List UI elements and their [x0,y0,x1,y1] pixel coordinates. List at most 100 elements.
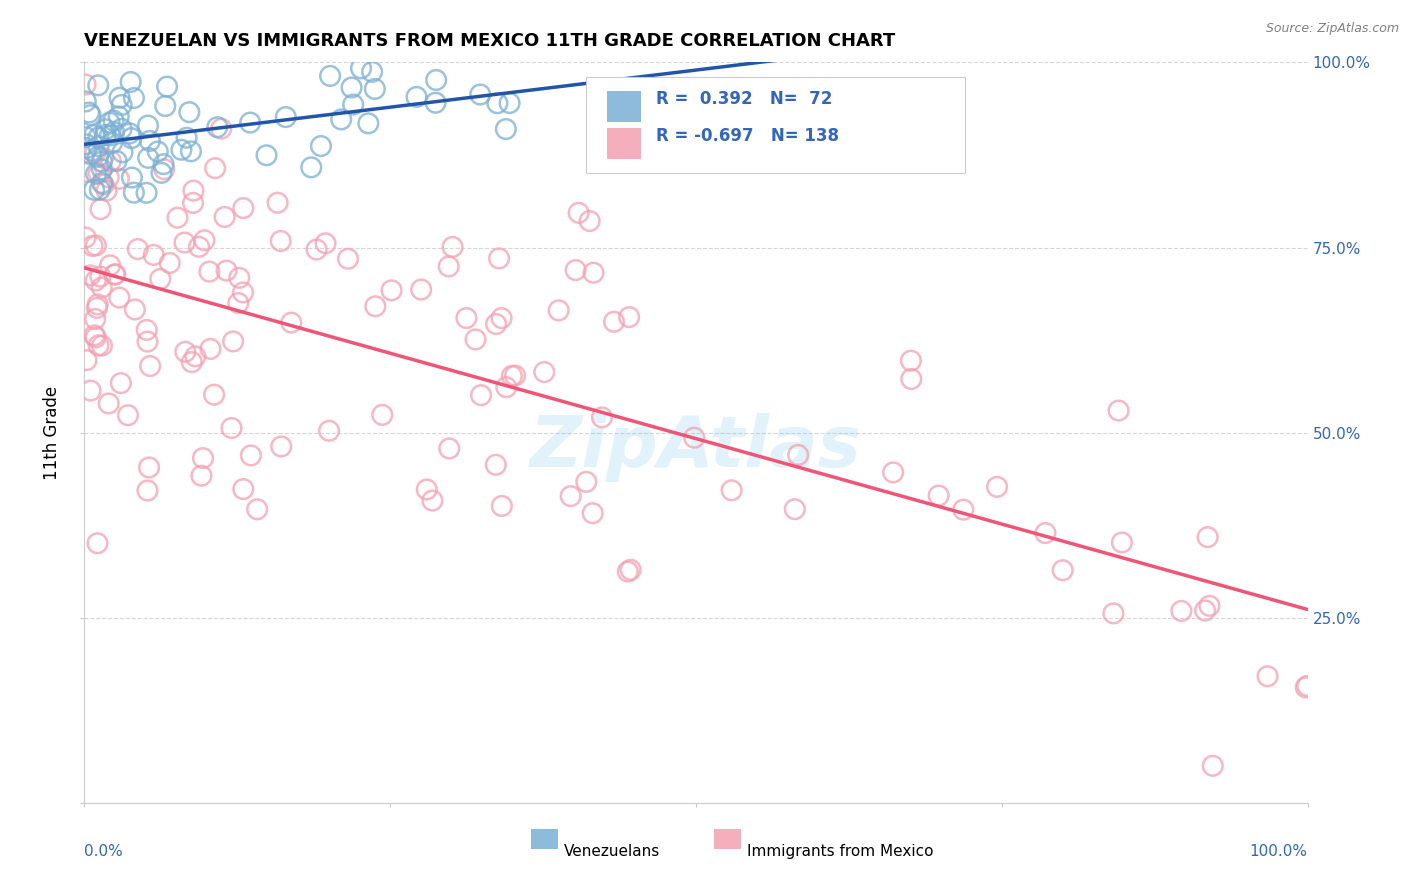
Point [416,483,439,497]
Point [193,233,215,247]
Point [239,115,262,129]
Point [568,206,591,220]
Point [101,136,124,150]
Point [121,170,143,185]
Point [578,214,600,228]
Point [90,280,112,294]
Point [82,239,104,253]
Point [1102,607,1125,621]
Point [495,122,517,136]
Point [1197,530,1219,544]
Point [470,87,492,102]
Point [104,267,127,281]
Point [117,408,139,422]
Point [357,116,380,130]
Point [928,489,950,503]
Point [107,110,129,124]
Point [91,162,114,177]
Point [215,263,238,277]
Point [309,139,332,153]
Point [1170,604,1192,618]
Point [90,154,112,169]
Point [582,266,605,280]
Point [111,98,134,112]
Point [202,387,225,401]
Point [100,154,122,169]
Point [89,202,111,216]
Point [91,151,114,165]
Point [582,506,605,520]
Point [87,166,110,180]
Point [783,502,806,516]
FancyBboxPatch shape [586,78,965,173]
Point [105,153,128,168]
Point [882,466,904,480]
Point [75,78,97,92]
Point [166,211,188,225]
Point [232,482,254,496]
Point [361,65,384,79]
Point [80,144,103,158]
Point [425,73,447,87]
Point [952,502,974,516]
Point [153,162,176,177]
FancyBboxPatch shape [606,91,641,121]
Point [87,338,110,352]
Point [464,333,486,347]
Point [170,143,193,157]
Point [1194,603,1216,617]
Point [84,330,107,344]
Point [84,312,107,326]
Point [575,475,598,489]
Point [422,493,444,508]
Point [86,297,108,311]
Point [181,196,204,211]
Point [98,115,121,129]
Point [118,127,141,141]
Point [184,349,207,363]
Point [179,105,201,120]
Text: Immigrants from Mexico: Immigrants from Mexico [748,844,934,858]
Point [239,449,262,463]
Point [617,565,640,579]
Point [83,183,105,197]
Point [495,380,517,394]
Point [122,91,145,105]
Point [246,502,269,516]
Point [155,99,177,113]
Text: 0.0%: 0.0% [84,844,124,858]
Point [1257,669,1279,683]
Point [136,119,159,133]
Point [1035,526,1057,541]
Point [441,240,464,254]
Point [405,90,427,104]
Point [149,272,172,286]
Point [76,353,98,368]
Point [617,310,640,325]
Point [266,195,288,210]
Point [439,442,461,456]
Point [591,410,613,425]
Point [318,424,340,438]
Point [135,186,157,200]
Point [485,317,508,331]
Point [1198,599,1220,613]
Point [560,489,582,503]
Point [75,130,97,145]
Point [103,113,125,128]
Point [91,176,114,190]
Point [1295,681,1317,695]
Point [86,301,108,315]
Point [191,451,214,466]
Point [135,323,157,337]
Point [80,147,103,161]
Point [900,372,922,386]
Point [485,458,508,472]
Point [108,291,131,305]
Text: Source: ZipAtlas.com: Source: ZipAtlas.com [1265,22,1399,36]
Point [79,108,101,122]
Point [491,499,513,513]
Point [94,128,117,142]
FancyBboxPatch shape [606,128,641,159]
Point [720,483,742,498]
